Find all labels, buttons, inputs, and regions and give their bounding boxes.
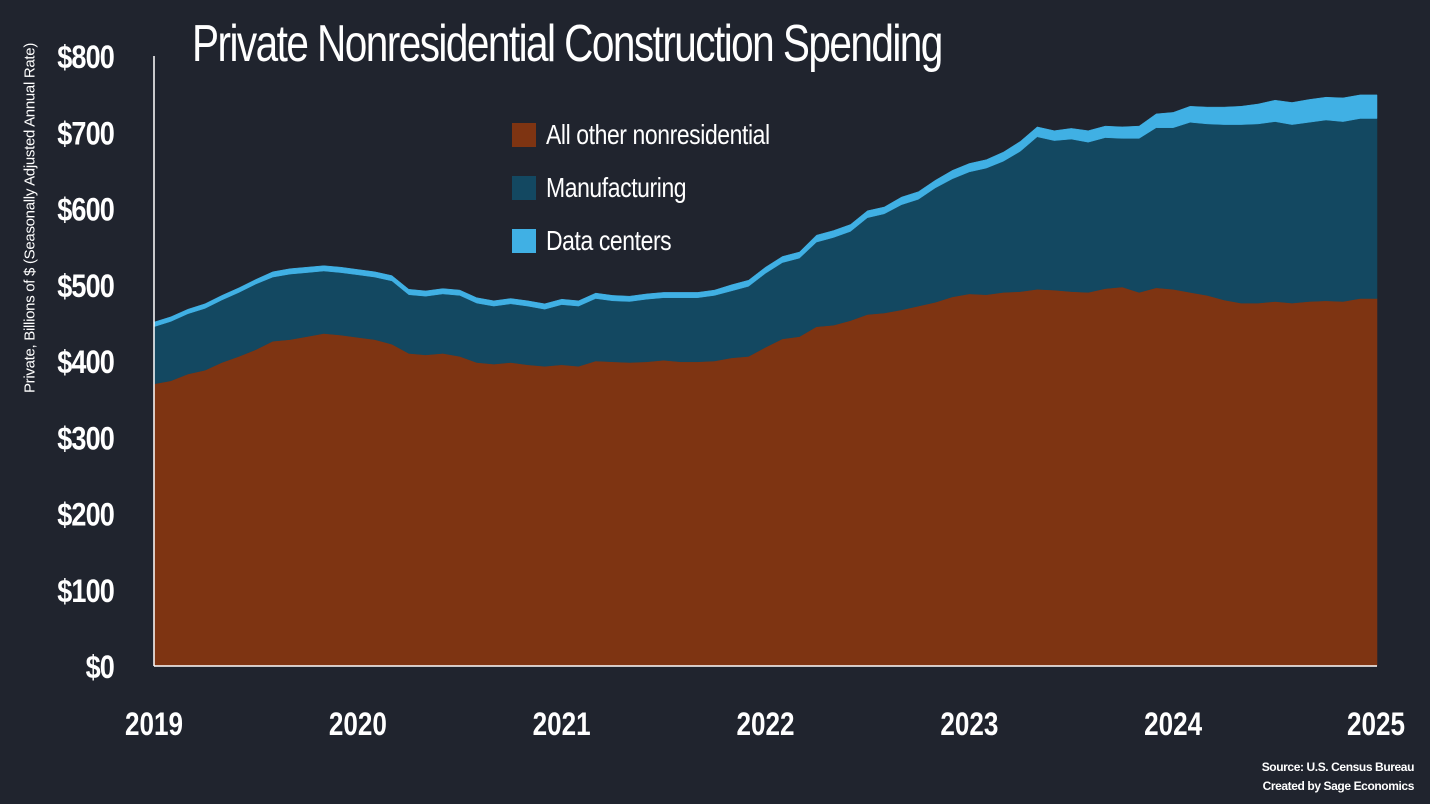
x-tick-label: 2025 (1347, 706, 1405, 742)
y-tick-label: $300 (57, 420, 114, 456)
x-tick-label: 2023 (940, 706, 998, 742)
legend-label-all-other: All other nonresidential (546, 118, 770, 150)
y-tick-label: $800 (57, 39, 114, 75)
legend-swatch-all-other (512, 122, 536, 147)
source-text: Source: U.S. Census Bureau (1261, 760, 1415, 774)
area-data-centers (153, 94, 1378, 328)
legend-label-data-centers: Data centers (546, 224, 672, 256)
legend-swatch-manufacturing (512, 175, 536, 200)
x-tick-label: 2024 (1144, 706, 1202, 742)
legend-item-manufacturing: Manufacturing (512, 161, 819, 214)
y-tick-labels: $0 $100 $200 $300 $400 $500 $600 $700 $800 (57, 39, 115, 685)
axes (153, 56, 1377, 667)
y-tick-label: $400 (57, 344, 114, 380)
stacked-areas (153, 94, 1378, 667)
y-tick-label: $100 (57, 573, 114, 609)
x-tick-labels: 2019 2020 2021 2022 2023 2024 2025 (125, 706, 1405, 742)
y-tick-label: $600 (57, 192, 114, 228)
chart-title: Private Nonresidential Construction Spen… (192, 15, 943, 73)
created-by-text: Created by Sage Economics (1262, 779, 1415, 793)
y-tick-label: $200 (57, 497, 114, 533)
x-tick-label: 2022 (737, 706, 795, 742)
y-tick-label: $0 (86, 649, 115, 685)
x-tick-label: 2019 (125, 706, 183, 742)
legend-item-data-centers: Data centers (512, 214, 819, 267)
legend-swatch-data-centers (512, 228, 536, 253)
legend-item-all-other: All other nonresidential (512, 108, 819, 161)
legend: All other nonresidential Manufacturing D… (512, 108, 819, 267)
y-axis-label: Private, Billions of $ (Seasonally Adjus… (21, 42, 39, 394)
x-tick-label: 2021 (533, 706, 591, 742)
source-note: Source: U.S. Census Bureau Created by Sa… (1261, 758, 1415, 796)
y-tick-label: $500 (57, 268, 114, 304)
legend-label-manufacturing: Manufacturing (546, 171, 687, 203)
x-tick-label: 2020 (329, 706, 387, 742)
y-tick-label: $700 (57, 115, 114, 151)
